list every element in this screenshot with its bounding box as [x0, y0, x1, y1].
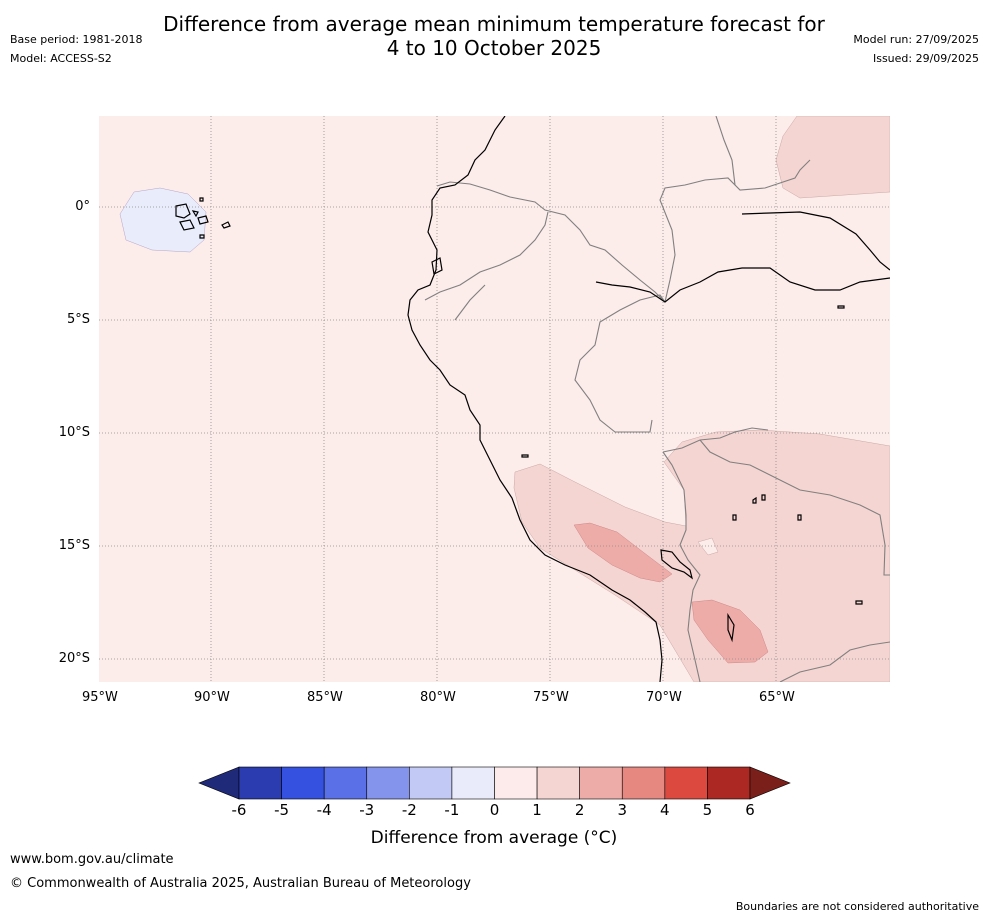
colorbar-tick-label: -3 — [359, 801, 375, 819]
anomaly-region-2-3-b — [691, 599, 769, 664]
model-name: Model: ACCESS-S2 — [10, 52, 112, 65]
colorbar-tick-label: -5 — [274, 801, 290, 819]
lat-label-5s: 5°S — [66, 312, 90, 327]
colorbar-title: Difference from average (°C) — [370, 828, 618, 848]
colorbar-tick-label: -1 — [444, 801, 460, 819]
lon-label-70w: 70°W — [646, 690, 682, 705]
colorbar-segment — [366, 766, 410, 800]
lat-label-20s: 20°S — [58, 651, 90, 666]
near-zero-patch — [697, 537, 719, 556]
graticule — [99, 116, 890, 682]
coastlines — [175, 116, 890, 682]
colorbar-tick-label: 6 — [745, 801, 755, 819]
footer-url: www.bom.gov.au/climate — [10, 852, 174, 867]
colorbar-segment — [707, 766, 751, 800]
colorbar-segment — [664, 766, 708, 800]
country-borders — [424, 116, 890, 682]
model-run: Model run: 27/09/2025 — [853, 33, 979, 46]
anomaly-region-2-3-a — [573, 522, 673, 583]
colorbar-tick-label: 2 — [574, 801, 585, 819]
colorbar-tick-label: -4 — [316, 801, 332, 819]
colorbar-tick-label: -2 — [401, 801, 417, 819]
lon-label-65w: 65°W — [759, 690, 795, 705]
colorbar-segments — [198, 766, 791, 800]
colorbar-segment — [494, 766, 538, 800]
lon-label-95w: 95°W — [82, 690, 118, 705]
lon-label-90w: 90°W — [194, 690, 230, 705]
colorbar-segment — [621, 766, 666, 800]
colorbar-segment — [323, 766, 368, 800]
lon-label-85w: 85°W — [307, 690, 343, 705]
lat-label-10s: 10°S — [58, 425, 90, 440]
title-line-1: Difference from average mean minimum tem… — [163, 12, 825, 36]
colorbar-segment — [536, 766, 580, 800]
lon-label-80w: 80°W — [420, 690, 456, 705]
colorbar-segment — [281, 766, 325, 800]
colorbar-segment — [579, 766, 623, 800]
colorbar-segment — [238, 766, 282, 800]
lat-label-0: 0° — [75, 199, 90, 214]
footer-note: Boundaries are not considered authoritat… — [735, 900, 979, 913]
colorbar-segment — [409, 766, 453, 800]
colorbar-segment — [451, 766, 495, 800]
colorbar-tick-label: 0 — [489, 801, 500, 819]
title-line-2: 4 to 10 October 2025 — [386, 36, 602, 60]
issued-date: Issued: 29/09/2025 — [872, 52, 979, 65]
lat-label-15s: 15°S — [58, 538, 90, 553]
anomaly-region-1-2-ne — [775, 116, 890, 199]
colorbar-arrow-low — [198, 766, 240, 800]
colorbar-tick-label: 3 — [617, 801, 628, 819]
lon-label-75w: 75°W — [533, 690, 569, 705]
colorbar-tick-label: 1 — [532, 801, 542, 819]
colorbar-tick-label: 4 — [660, 801, 670, 819]
anomaly-region-1-2-south — [513, 429, 890, 682]
map-title: Difference from average mean minimum tem… — [0, 12, 988, 60]
colorbar-tick-label: -6 — [231, 801, 247, 819]
base-period: Base period: 1981-2018 — [10, 33, 143, 46]
footer-copyright: © Commonwealth of Australia 2025, Austra… — [10, 876, 471, 891]
colorbar-arrow-high — [749, 766, 791, 800]
colorbar-tick-label: 5 — [702, 801, 713, 819]
